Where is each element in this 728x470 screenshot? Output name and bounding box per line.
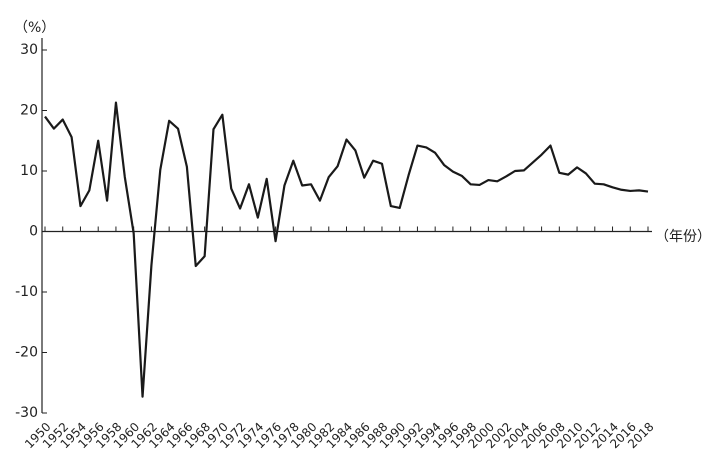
y-tick-label: -10 <box>15 284 38 300</box>
y-tick-label: -30 <box>15 405 38 421</box>
y-tick-label: 30 <box>20 42 38 58</box>
y-tick-label: 10 <box>20 163 38 179</box>
y-axis-label: （%） <box>14 20 55 36</box>
y-tick-label: -20 <box>15 345 38 361</box>
line <box>44 101 649 398</box>
x-axis-label: （年份） <box>655 229 711 245</box>
y-tick-label: 0 <box>29 224 38 240</box>
y-tick-label: 20 <box>20 103 38 119</box>
